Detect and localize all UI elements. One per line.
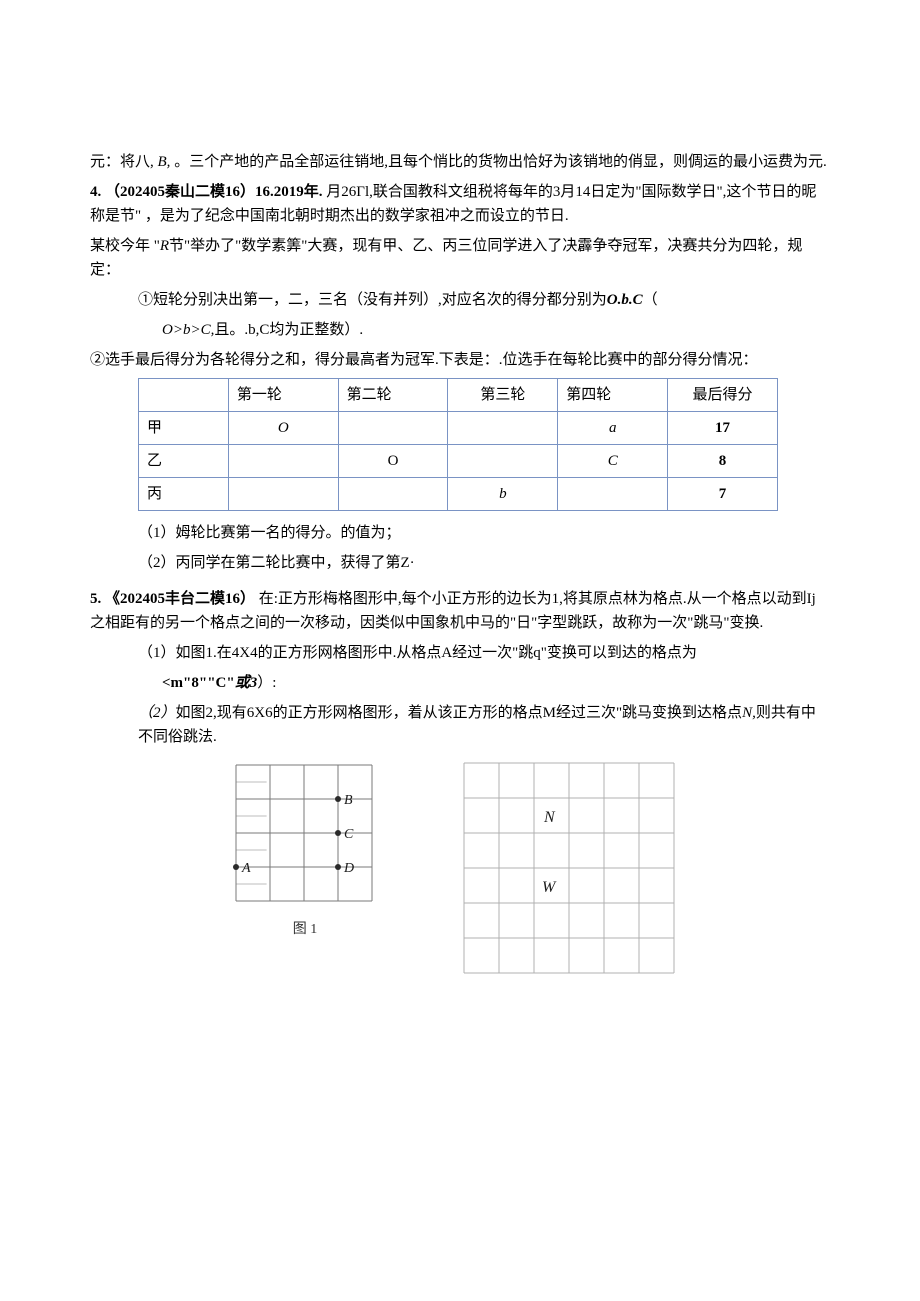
svg-text:B: B: [344, 793, 353, 808]
q4-p1: 某校今年 "R节"举办了"数学素筭"大赛，现有甲、乙、丙三位同学进入了决霹争夺冠…: [90, 234, 830, 282]
q5-ref: 《202405丰台二模16）: [105, 591, 255, 607]
cell: [228, 478, 338, 511]
q4-rule2: ②选手最后得分为各轮得分之和，得分最高者为冠军.下表是：.位选手在每轮比赛中的部…: [90, 348, 830, 372]
cell-total: 7: [668, 478, 778, 511]
intro-pre: 元：将八,: [90, 154, 154, 170]
th-r3: 第三轮: [448, 379, 558, 412]
th-blank: [139, 379, 229, 412]
q4-rule1-pre: ①短轮分别决出第一，二，三名（没有并列）,对应名次的得分都分别为: [138, 292, 607, 308]
th-r2: 第二轮: [338, 379, 448, 412]
q4-rule1-cond-post: 且。.b,C均为正整数）.: [214, 322, 363, 338]
score-table: 第一轮 第二轮 第三轮 第四轮 最后得分 甲 O a 17 乙 O C 8 丙 …: [138, 378, 778, 511]
intro-var: B,: [158, 154, 171, 170]
cell: [338, 478, 448, 511]
grid1-svg: B C A D: [230, 759, 380, 909]
cell: [558, 478, 668, 511]
q4-p1-var: R: [160, 238, 169, 254]
q4-rule1-mid: （: [643, 292, 658, 308]
fig1-caption: 图 1: [230, 919, 380, 941]
svg-text:A: A: [241, 861, 251, 876]
q5-sub1-ans-post: ）:: [257, 675, 276, 691]
q5-sub1-ans: <m"8""C"或3）:: [90, 671, 830, 695]
q5-sub1-ans-pre: <m"8""C": [162, 675, 235, 691]
cell: [228, 445, 338, 478]
q5-sub1: （1）如图1.在4X4的正方形网格图形中.从格点A经过一次"跳q"变换可以到达的…: [90, 641, 830, 665]
q4-p1-post: 节"举办了"数学素筭"大赛，现有甲、乙、丙三位同学进入了决霹争夺冠军，决赛共分为…: [90, 238, 802, 278]
th-total: 最后得分: [668, 379, 778, 412]
q4-header: 4. （202405秦山二模16）16.2019年. 月26Γl,联合国教科文组…: [90, 180, 830, 228]
intro-post: 。三个产地的产品全部运往销地,且每个悄比的货物出恰好为该销地的俏显，则倜运的最小…: [174, 154, 827, 170]
q5-header: 5. 《202405丰台二模16） 在:正方形梅格图形中,每个小正方形的边长为1…: [90, 587, 830, 635]
q4-num: 4.: [90, 184, 101, 200]
intro-paragraph: 元：将八, B, 。三个产地的产品全部运往销地,且每个悄比的货物出恰好为该销地的…: [90, 150, 830, 174]
cell: O: [338, 445, 448, 478]
cell: [448, 412, 558, 445]
grid2-svg: NW: [460, 759, 682, 981]
figure2: NW: [460, 759, 682, 989]
q4-sub2: （2）丙同学在第二轮比赛中，获得了第Z·: [90, 551, 830, 575]
cell: O: [228, 412, 338, 445]
cell-label: 丙: [139, 478, 229, 511]
q5-sub1-pre: （1）如图1.在4X4的正方形网格图形中.从格点A经过一次"跳q"变换可以到达的…: [138, 645, 697, 661]
cell: [448, 445, 558, 478]
q4-p1-pre: 某校今年 ": [90, 238, 160, 254]
cell: b: [448, 478, 558, 511]
cell: a: [558, 412, 668, 445]
cell-label: 甲: [139, 412, 229, 445]
figure1: B C A D 图 1: [230, 759, 380, 941]
cell: [338, 412, 448, 445]
q5-sub2-body: 如图2,现有6X6的正方形网格图形，着从该正方形的格点M经过三次"跳马变换到达格…: [176, 705, 743, 721]
figures-row: BCAD 图 1 NW: [90, 759, 830, 989]
q5-sub2-var: N,: [742, 705, 756, 721]
q4-rule1b: O>b>C,且。.b,C均为正整数）.: [90, 318, 830, 342]
q4-rule1: ①短轮分别决出第一，二，三名（没有并列）,对应名次的得分都分别为O.b.C（: [90, 288, 830, 312]
cell: C: [558, 445, 668, 478]
th-r1: 第一轮: [228, 379, 338, 412]
table-row: 甲 O a 17: [139, 412, 778, 445]
q5-num: 5.: [90, 591, 101, 607]
svg-text:W: W: [542, 879, 557, 896]
table-row: 乙 O C 8: [139, 445, 778, 478]
q4-rule1-cond-pre: O>b>C,: [162, 322, 214, 338]
table-row: 丙 b 7: [139, 478, 778, 511]
cell-total: 17: [668, 412, 778, 445]
svg-text:D: D: [343, 861, 354, 876]
q4-ref: （202405秦山二模16）16.2019年.: [105, 184, 323, 200]
cell-label: 乙: [139, 445, 229, 478]
q4-rule1-obc: O.b.C: [607, 292, 643, 308]
q5-sub1-ans-or: 或3: [235, 675, 258, 691]
q5-sub2-pre: （2）: [138, 705, 176, 721]
q5-sub2: （2）如图2,现有6X6的正方形网格图形，着从该正方形的格点M经过三次"跳马变换…: [90, 701, 830, 749]
table-header-row: 第一轮 第二轮 第三轮 第四轮 最后得分: [139, 379, 778, 412]
th-r4: 第四轮: [558, 379, 668, 412]
svg-text:C: C: [344, 827, 354, 842]
svg-text:N: N: [543, 809, 556, 826]
cell-total: 8: [668, 445, 778, 478]
q4-sub1: （1）姆轮比赛第一名的得分。的值为；: [90, 521, 830, 545]
